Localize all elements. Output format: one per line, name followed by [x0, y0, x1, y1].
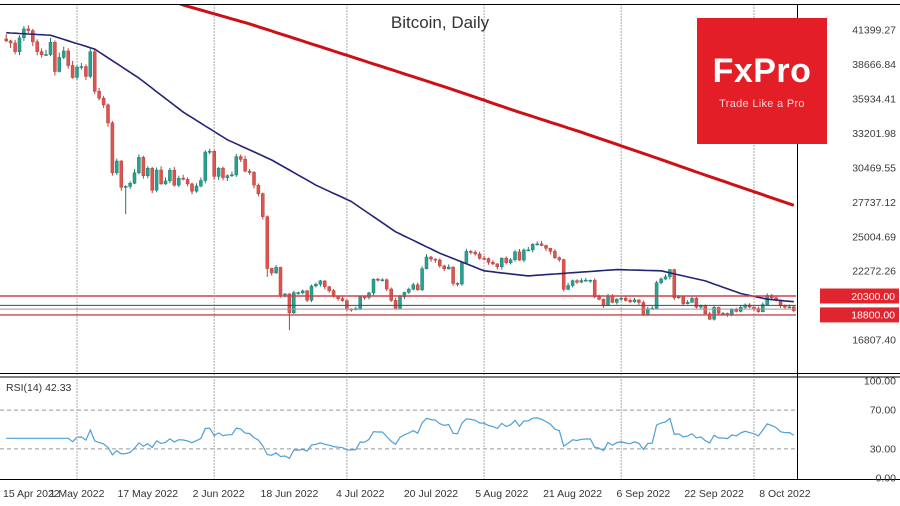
svg-text:4 Jul 2022: 4 Jul 2022 — [336, 488, 385, 500]
svg-text:22272.26: 22272.26 — [852, 266, 896, 278]
svg-text:30469.55: 30469.55 — [852, 162, 896, 174]
svg-text:2 Jun 2022: 2 Jun 2022 — [193, 488, 245, 500]
fxpro-logo-tagline: Trade Like a Pro — [719, 98, 805, 110]
svg-text:20 Jul 2022: 20 Jul 2022 — [404, 488, 458, 500]
svg-text:18800.00: 18800.00 — [851, 310, 895, 322]
svg-text:70.00: 70.00 — [870, 405, 896, 417]
month-gridlines — [76, 4, 755, 479]
price-tags: 20300.00 18800.00 — [820, 288, 899, 323]
svg-text:20300.00: 20300.00 — [851, 291, 895, 303]
svg-text:27737.12: 27737.12 — [852, 197, 896, 209]
svg-text:22 Sep 2022: 22 Sep 2022 — [684, 488, 744, 500]
rsi-indicator-label: RSI(14) 42.33 — [6, 382, 72, 394]
panel-borders — [0, 4, 900, 480]
svg-text:1 May 2022: 1 May 2022 — [50, 488, 105, 500]
svg-text:33201.98: 33201.98 — [852, 128, 896, 140]
ma-fast-line — [6, 31, 794, 303]
svg-text:21 Aug 2022: 21 Aug 2022 — [543, 488, 602, 500]
svg-text:41399.27: 41399.27 — [852, 25, 896, 37]
rsi-panel — [0, 409, 796, 460]
ma-slow-line — [177, 4, 795, 207]
svg-text:5 Aug 2022: 5 Aug 2022 — [475, 488, 528, 500]
price-axis-labels: 41399.27 38666.84 35934.41 33201.98 30469.55… — [852, 25, 896, 347]
rsi-axis-labels: 100.00 70.00 30.00 0.00 — [864, 376, 896, 485]
svg-text:15 Apr 2022: 15 Apr 2022 — [3, 488, 60, 500]
svg-text:8 Oct 2022: 8 Oct 2022 — [759, 488, 811, 500]
svg-text:6 Sep 2022: 6 Sep 2022 — [617, 488, 671, 500]
horizontal-price-lines — [0, 295, 796, 316]
svg-text:35934.41: 35934.41 — [852, 94, 896, 106]
svg-text:38666.84: 38666.84 — [852, 59, 896, 71]
svg-text:25004.69: 25004.69 — [852, 231, 896, 243]
svg-text:0.00: 0.00 — [876, 473, 897, 485]
svg-text:18 Jun 2022: 18 Jun 2022 — [260, 488, 318, 500]
rsi-line — [6, 417, 795, 460]
svg-text:30.00: 30.00 — [870, 443, 896, 455]
fxpro-logo-text: FxPro — [712, 52, 812, 90]
svg-text:17 May 2022: 17 May 2022 — [117, 488, 178, 500]
chart-title: Bitcoin, Daily — [390, 13, 490, 32]
svg-text:100.00: 100.00 — [864, 376, 896, 388]
svg-text:16807.40: 16807.40 — [852, 335, 896, 347]
fxpro-logo: FxPro Trade Like a Pro — [697, 18, 827, 144]
